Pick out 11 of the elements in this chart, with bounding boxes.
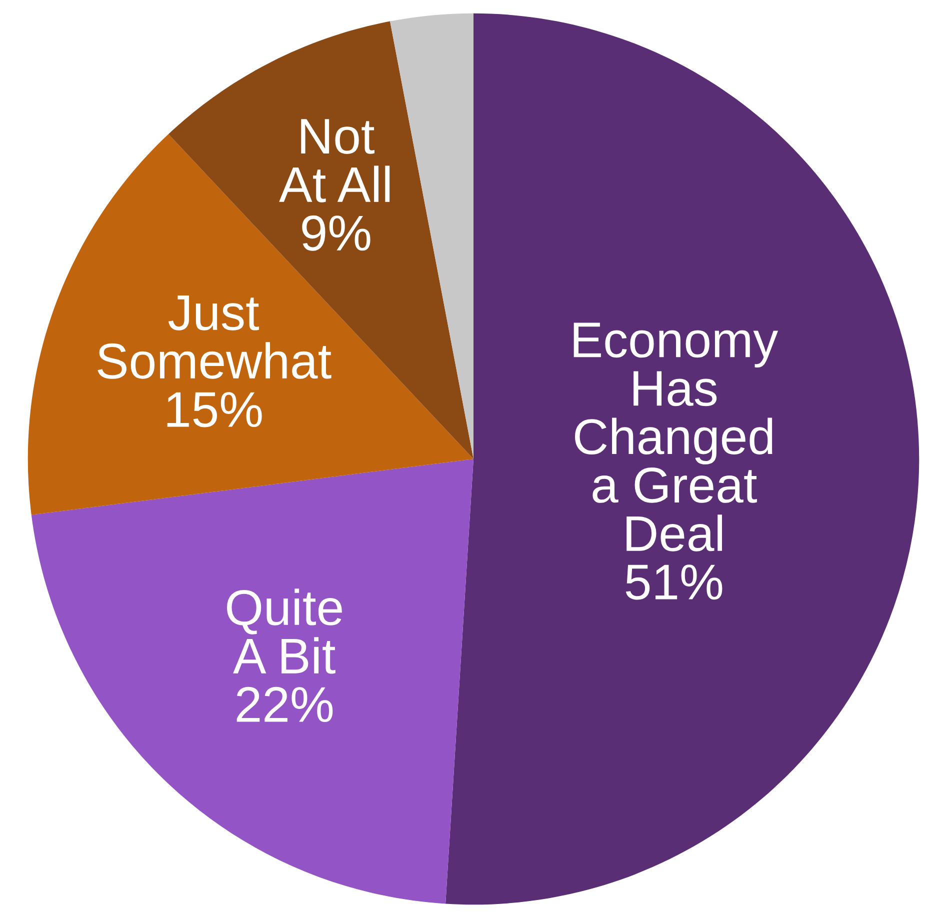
slice-label: Just Somewhat	[98, 296, 332, 379]
slice-label: Quite A Bit	[226, 588, 342, 674]
slice-label: Not At All	[279, 119, 390, 202]
data-label: 22%	[236, 686, 333, 722]
pie-slice	[31, 459, 474, 904]
data-label: 15%	[167, 392, 262, 428]
pie-slice	[390, 13, 474, 459]
data-label: 51%	[626, 564, 722, 600]
pie-slice	[446, 13, 920, 905]
slice-label: Economy Has Changed a Great Deal	[574, 322, 778, 552]
data-label: 9%	[302, 215, 370, 251]
